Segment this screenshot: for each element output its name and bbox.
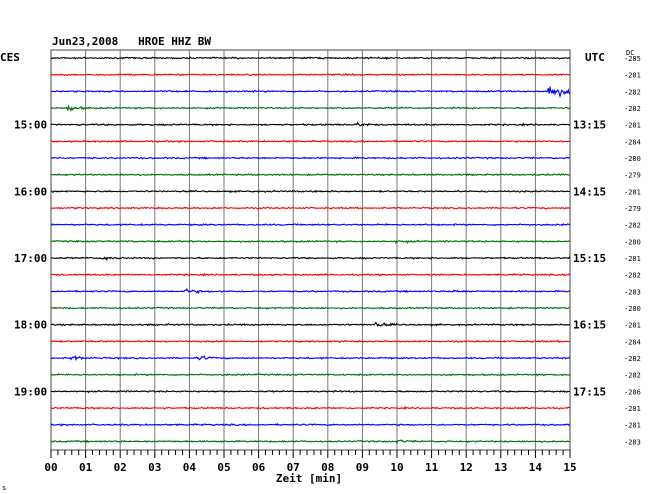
trace-line (50, 389, 571, 394)
dc-header-label: DC (626, 49, 634, 57)
x-tick-label: 10 (390, 461, 403, 474)
trace-line (50, 121, 571, 127)
trace-line (50, 272, 571, 277)
dc-value-label: -279 (624, 172, 641, 180)
dc-value-label: -281 (624, 405, 641, 413)
trace-line (50, 139, 571, 144)
trace-line (50, 86, 571, 99)
dc-value-label: -283 (624, 438, 641, 446)
x-tick-label: 08 (321, 461, 334, 474)
dc-value-label: -281 (624, 322, 641, 330)
left-hour-label: 19:00 (14, 385, 47, 398)
x-tick-label: 05 (217, 461, 230, 474)
left-hour-label: 18:00 (14, 319, 47, 332)
dc-value-label: -282 (624, 372, 641, 380)
dc-value-label: -281 (624, 255, 641, 263)
right-time-label: 17:15 (573, 385, 606, 398)
x-tick-label: 03 (148, 461, 161, 474)
x-tick-label: 12 (460, 461, 473, 474)
dc-value-label: -281 (624, 122, 641, 130)
chart-title: Jun23,2008 HROE HHZ BW (52, 35, 211, 48)
x-tick-label: 14 (529, 461, 543, 474)
dc-value-label: -281 (624, 188, 641, 196)
dc-value-label: -284 (624, 338, 641, 346)
dc-offset-labels: -285 -281 -282 -282 -281 -284 -280 -279 -281 -279… (624, 55, 641, 446)
trace-line (50, 306, 571, 310)
trace-line (51, 156, 571, 160)
trace-line (50, 239, 571, 245)
x-tick-label: 00 (44, 461, 57, 474)
x-axis-label: Zeit [min] (276, 472, 342, 485)
left-hour-label: 15:00 (14, 119, 47, 132)
right-time-label: 16:15 (573, 319, 606, 332)
dc-value-label: -280 (624, 305, 641, 313)
dc-value-label: -280 (624, 238, 641, 246)
trace-lines (50, 56, 571, 444)
x-axis: 00 01 02 03 04 05 06 07 08 09 10 11 12 13 14 15 (44, 450, 577, 474)
trace-line (50, 56, 571, 60)
left-hour-label: 16:00 (14, 185, 47, 198)
dc-value-label: -282 (624, 222, 641, 230)
dc-value-label: -281 (624, 72, 641, 80)
trace-line (50, 405, 571, 410)
trace-line (50, 189, 570, 194)
x-tick-label: 02 (114, 461, 127, 474)
dc-value-label: -279 (624, 205, 641, 213)
trace-line (50, 355, 571, 362)
right-time-labels: 13:15 14:15 15:15 16:15 17:15 (573, 119, 606, 399)
x-tick-label: 09 (356, 461, 369, 474)
plot-frame (50, 49, 571, 451)
trace-line (50, 373, 571, 377)
trace-line (50, 173, 570, 177)
dc-value-label: -282 (624, 272, 641, 280)
x-tick-label: 15 (563, 461, 576, 474)
dc-value-label: -281 (624, 422, 641, 430)
dc-value-label: -282 (624, 88, 641, 96)
x-tick-label: 13 (494, 461, 507, 474)
dc-value-label: -282 (624, 355, 641, 363)
x-tick-label: 11 (425, 461, 439, 474)
dc-value-label: -286 (624, 388, 641, 396)
x-tick-label: 06 (252, 461, 266, 474)
trace-line (50, 206, 571, 210)
x-tick-label: 01 (79, 461, 93, 474)
left-hour-label: 17:00 (14, 252, 47, 265)
dc-value-label: -285 (624, 55, 641, 63)
right-time-label: 14:15 (573, 185, 606, 198)
trace-line (51, 222, 571, 227)
footnote-mark: s (2, 484, 6, 492)
trace-line (50, 439, 571, 444)
grid-lines (50, 49, 571, 451)
dc-value-label: -280 (624, 155, 641, 163)
dc-value-label: -282 (624, 105, 641, 113)
x-tick-label: 04 (183, 461, 197, 474)
trace-line (50, 422, 571, 427)
dc-value-label: -284 (624, 138, 641, 146)
trace-line (50, 288, 571, 294)
left-timezone-label: CES (0, 51, 20, 64)
trace-line (50, 256, 571, 262)
trace-line (50, 339, 571, 344)
x-tick-label: 07 (287, 461, 300, 474)
right-time-label: 15:15 (573, 252, 606, 265)
dc-value-label: -283 (624, 288, 641, 296)
trace-line (50, 104, 571, 112)
left-hour-labels: 15:00 16:00 17:00 18:00 19:00 (14, 119, 47, 399)
right-timezone-label: UTC (585, 51, 605, 64)
right-time-label: 13:15 (573, 119, 606, 132)
trace-line (50, 72, 571, 77)
trace-line (50, 321, 571, 327)
